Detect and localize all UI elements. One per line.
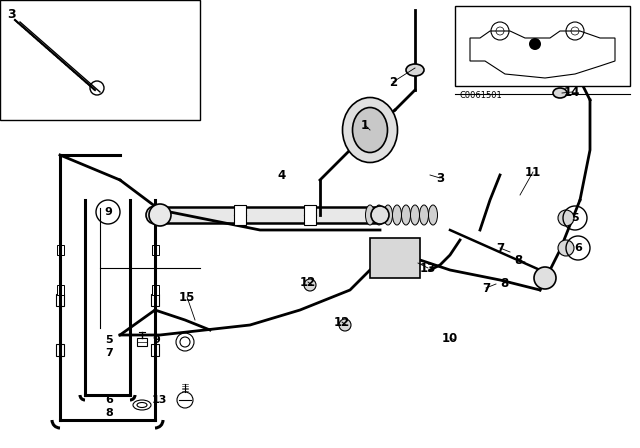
Text: 13: 13 (420, 262, 436, 275)
Bar (137, 338, 147, 346)
Bar (0, 0, 200, 120)
Text: 7: 7 (482, 281, 490, 294)
Bar (151, 294, 159, 306)
Bar (455, 6, 630, 86)
Bar (57, 285, 64, 295)
Bar (57, 245, 64, 255)
Ellipse shape (419, 205, 429, 225)
Ellipse shape (371, 206, 389, 224)
Text: 9: 9 (104, 207, 112, 217)
Ellipse shape (149, 204, 171, 226)
Bar (304, 205, 316, 225)
Bar (152, 245, 159, 255)
Text: 10: 10 (442, 332, 458, 345)
Text: 14: 14 (564, 86, 580, 99)
Text: 11: 11 (525, 165, 541, 178)
Bar (56, 294, 64, 306)
Bar (155, 207, 380, 223)
Text: 12: 12 (334, 315, 350, 328)
Text: 3: 3 (436, 172, 444, 185)
Bar (56, 344, 64, 356)
Text: 2: 2 (389, 76, 397, 89)
Circle shape (529, 38, 541, 50)
Ellipse shape (553, 88, 567, 98)
Ellipse shape (401, 205, 410, 225)
Bar (370, 238, 420, 278)
Text: 8: 8 (500, 276, 508, 289)
Text: 6: 6 (105, 395, 113, 405)
Bar (151, 344, 159, 356)
Ellipse shape (558, 240, 574, 256)
Ellipse shape (429, 205, 438, 225)
Ellipse shape (392, 205, 401, 225)
Text: 6: 6 (574, 243, 582, 253)
Text: C0061501: C0061501 (460, 91, 503, 100)
Text: 9: 9 (152, 335, 160, 345)
Text: 1: 1 (361, 119, 369, 132)
Text: 13: 13 (152, 395, 168, 405)
Text: 12: 12 (300, 276, 316, 289)
Text: 8: 8 (105, 408, 113, 418)
Ellipse shape (534, 267, 556, 289)
Text: 8: 8 (514, 254, 522, 267)
Text: 5: 5 (571, 213, 579, 223)
Ellipse shape (406, 64, 424, 76)
Bar (234, 205, 246, 225)
Ellipse shape (383, 205, 392, 225)
Text: 5: 5 (105, 335, 113, 345)
Text: 7: 7 (496, 241, 504, 254)
Ellipse shape (304, 279, 316, 291)
Text: 15: 15 (179, 290, 195, 303)
Ellipse shape (410, 205, 419, 225)
Ellipse shape (339, 319, 351, 331)
Ellipse shape (365, 205, 374, 225)
Bar (152, 285, 159, 295)
Text: 7: 7 (105, 348, 113, 358)
Ellipse shape (558, 210, 574, 226)
Ellipse shape (146, 206, 164, 224)
Ellipse shape (342, 98, 397, 163)
Text: 4: 4 (278, 168, 286, 181)
Text: 3: 3 (7, 8, 15, 21)
Ellipse shape (374, 205, 383, 225)
Ellipse shape (353, 108, 387, 152)
